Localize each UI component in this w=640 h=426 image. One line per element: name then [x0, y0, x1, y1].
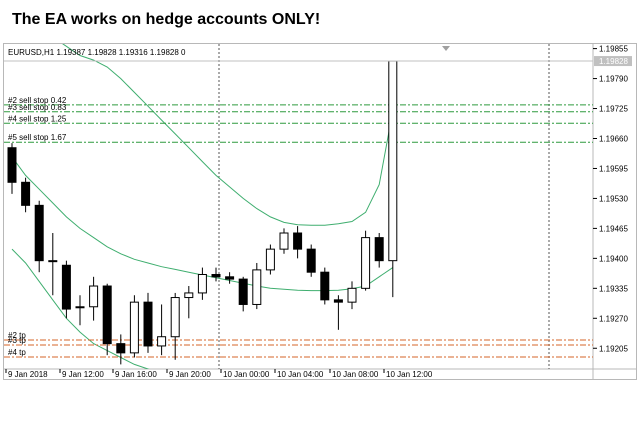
bull-candle: [157, 336, 167, 347]
price-tick-label: 1.19465: [599, 224, 628, 233]
price-tick-label: 1.19660: [599, 135, 628, 144]
time-tick-label: 9 Jan 20:00: [169, 370, 211, 379]
price-tick-label: 1.19725: [599, 105, 628, 114]
time-tick-label: 10 Jan 04:00: [277, 370, 324, 379]
price-tick-label: 1.19595: [599, 164, 628, 173]
bear-candle: [320, 271, 330, 301]
sell-stop-label-1: #2 sell stop 0.42: [8, 96, 67, 105]
price-tick-label: 1.19855: [599, 45, 628, 54]
bear-candle: [306, 248, 316, 273]
price-chart[interactable]: #2 sell stop 0.42#3 sell stop 0.83 #4 sel…: [4, 44, 636, 379]
bear-candle: [333, 299, 343, 303]
tp-label-3: #4 tp: [8, 348, 26, 357]
bull-candle: [48, 260, 58, 263]
bear-candle: [116, 343, 126, 354]
bear-candle: [61, 264, 71, 310]
banner-title: The EA works on hedge accounts ONLY!: [12, 11, 321, 28]
bull-candle: [388, 60, 398, 262]
band-upper-line: [62, 44, 394, 226]
sell-stop-label-3: #4 sell stop 1.25: [8, 114, 67, 123]
bear-candle: [7, 147, 17, 183]
tp-label-1: #2 tp: [8, 331, 26, 340]
sell-stop-label-2: #3 sell stop 0.83: [8, 103, 67, 112]
bear-candle: [143, 301, 153, 347]
chart-window[interactable]: #2 sell stop 0.42 #3 sell stop 0.83 #4 sel…: [3, 43, 637, 380]
bull-candle: [279, 232, 289, 250]
price-tick-label: 1.19530: [599, 194, 628, 203]
bull-candle: [129, 301, 139, 354]
time-tick-label: 10 Jan 12:00: [386, 370, 433, 379]
bull-candle: [361, 237, 371, 289]
bear-candle: [34, 204, 44, 262]
bear-candle: [225, 276, 235, 280]
time-tick-label: 10 Jan 00:00: [223, 370, 270, 379]
bear-candle: [238, 278, 248, 305]
band-lower-line: [11, 248, 150, 369]
bull-candle: [347, 287, 357, 303]
bear-candle: [211, 273, 221, 278]
time-tick-label: 9 Jan 16:00: [115, 370, 157, 379]
bull-candle: [252, 269, 262, 305]
bull-candle: [170, 297, 180, 338]
price-tick-label: 1.19790: [599, 75, 628, 84]
bull-candle: [89, 285, 99, 308]
time-tick-label: 10 Jan 08:00: [332, 370, 379, 379]
current-price-label: 1.19828: [599, 57, 628, 66]
price-tick-label: 1.19400: [599, 254, 628, 263]
bear-candle: [21, 181, 31, 206]
time-tick-label: 9 Jan 2018: [8, 370, 48, 379]
bear-candle: [102, 285, 112, 345]
symbol-info: EURUSD,H1 1.19387 1.19828 1.19316 1.1982…: [8, 48, 186, 57]
chart-shift-marker[interactable]: [442, 46, 450, 51]
bull-candle: [75, 306, 85, 309]
time-tick-label: 9 Jan 12:00: [62, 370, 104, 379]
price-tick-label: 1.19270: [599, 314, 628, 323]
bull-candle: [265, 248, 275, 271]
sell-stop-label-4: #5 sell stop 1.67: [8, 133, 67, 142]
bull-candle: [197, 273, 207, 294]
bull-candle: [184, 292, 194, 299]
bear-candle: [293, 232, 303, 250]
current-price-marker: [594, 56, 632, 67]
price-tick-label: 1.19335: [599, 284, 628, 293]
tp-label-2: #3 tp: [8, 336, 26, 345]
price-tick-label: 1.19205: [599, 344, 628, 353]
bear-candle: [374, 237, 384, 262]
